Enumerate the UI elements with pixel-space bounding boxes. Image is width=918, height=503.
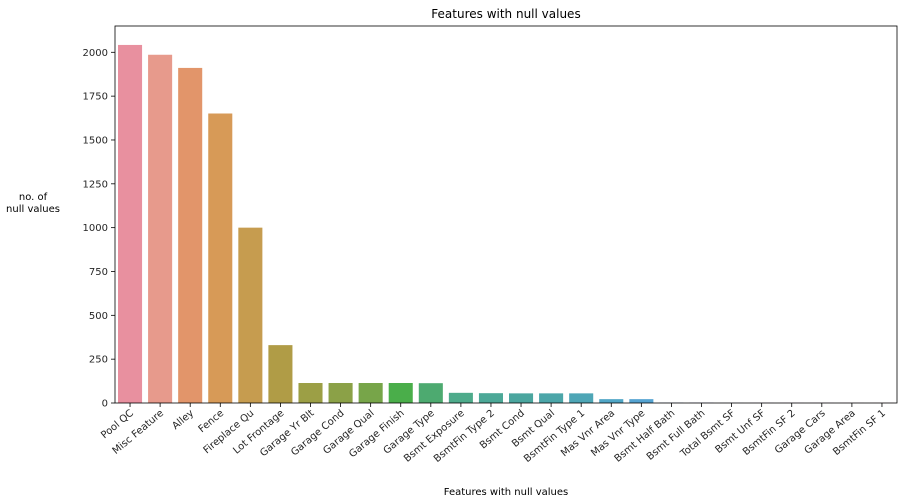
x-tick-label: Alley — [170, 408, 196, 432]
bar — [118, 44, 143, 403]
bar — [478, 393, 503, 403]
y-axis-label-line-2: null values — [6, 204, 60, 215]
y-tick-label: 0 — [102, 399, 108, 410]
bar — [358, 383, 383, 403]
bar — [388, 383, 413, 403]
bar — [418, 383, 443, 403]
y-tick-label: 2000 — [83, 48, 108, 59]
bar — [268, 345, 293, 403]
bar — [509, 393, 534, 403]
bar — [539, 393, 564, 403]
bar — [569, 393, 594, 403]
y-tick-label: 1750 — [83, 92, 108, 103]
y-axis-label-line-1: no. of — [19, 192, 48, 203]
bar — [599, 399, 624, 403]
y-tick-label: 750 — [89, 267, 108, 278]
bar — [328, 383, 353, 403]
x-tick-label: BsmtFin SF 2 — [741, 408, 798, 458]
y-tick-label: 1500 — [83, 135, 108, 146]
y-tick-label: 1000 — [83, 223, 108, 234]
bar — [629, 399, 654, 403]
bar — [448, 392, 473, 403]
y-tick-label: 250 — [89, 355, 108, 366]
x-axis-label: Features with null values — [444, 487, 569, 498]
bar — [178, 67, 203, 403]
bar — [148, 54, 173, 403]
x-tick-label: BsmtFin SF 1 — [831, 408, 888, 458]
chart-title: Features with null values — [431, 7, 580, 21]
bar — [238, 227, 263, 403]
y-tick-label: 500 — [89, 311, 108, 322]
y-tick-label: 1250 — [83, 179, 108, 190]
bar — [298, 383, 323, 403]
bar — [208, 113, 233, 403]
plot-frame — [114, 25, 898, 404]
